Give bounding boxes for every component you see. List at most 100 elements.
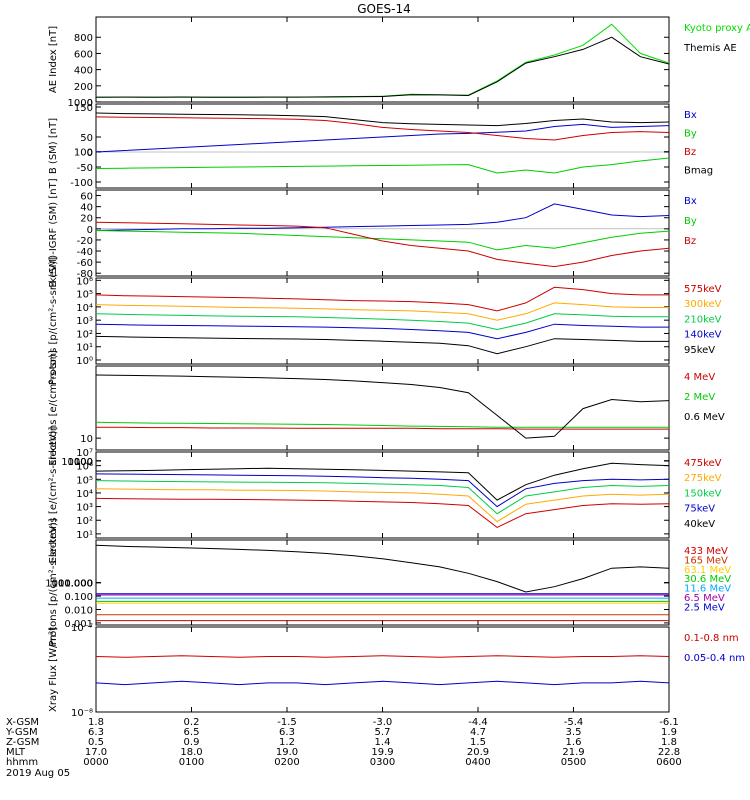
y-tick-label: 10⁻⁷ [71, 623, 93, 634]
ephemeris-value: 1.5 [470, 737, 486, 748]
ephemeris-value: 0300 [370, 757, 395, 768]
y-tick-label: -60 [77, 258, 93, 269]
y-tick-label: -100 [70, 178, 93, 189]
legend-entry: 140keV [684, 330, 722, 341]
legend-entry: 300keV [684, 299, 722, 310]
legend-entry: 95keV [684, 345, 715, 356]
y-axis-label: Protons [p/(cm²-s-sr-keV)] [48, 257, 59, 385]
legend-entry: 4 MeV [684, 372, 715, 383]
y-tick-label: 1000 [68, 457, 93, 468]
ephemeris-value: 6.5 [184, 727, 200, 738]
y-tick-label: 40 [80, 203, 93, 214]
legend-entry: 2 MeV [684, 392, 715, 403]
legend-entry: 40keV [684, 519, 715, 530]
ephemeris-value: 1.6 [566, 737, 582, 748]
ephemeris-value: -4.4 [468, 717, 488, 728]
ephemeris-value: 22.8 [658, 747, 680, 758]
legend-entry: By [684, 216, 697, 227]
series-line [95, 313, 669, 331]
legend-entry: 165 MeV [684, 555, 728, 566]
y-axis-label: B (SM)-IGRF (SM) [nT] [48, 178, 59, 287]
y-tick-label: 0.010 [64, 605, 93, 616]
legend-entry: Bx [684, 110, 697, 121]
ephemeris-row-label: Y-GSM [5, 727, 38, 738]
y-tick-label: 10³ [76, 503, 93, 514]
series-line [95, 473, 670, 508]
y-tick-label: 150 [74, 103, 93, 114]
y-tick-label: 1000 [68, 98, 93, 109]
panel-1: 0 200 400 600 800 1000 AE Index [nT] Kyoto prox… [48, 16, 750, 109]
ephemeris-value: 1.9 [661, 727, 677, 738]
ephemeris-value: 1.2 [279, 737, 295, 748]
series-line [95, 157, 670, 174]
legend-entry: Kyoto proxy AE [684, 23, 750, 34]
legend-entry: 275keV [684, 473, 722, 484]
panel-2: -100 -50 0 50 100 150 B (SM) [nT] Bx By Bz Bmag [48, 103, 713, 189]
ephemeris-value: 1.4 [375, 737, 391, 748]
legend-entry: 475keV [684, 458, 722, 469]
y-tick-label: 60 [80, 192, 93, 203]
y-tick-label: 10 [80, 434, 93, 445]
bottom-ephemeris-table: X-GSM 1.8 0.2 -1.5 -3.0 -4.4 -5.4 -6.1 Y-GSM 6.3 6… [5, 717, 682, 779]
y-tick-label: 10⁶ [76, 462, 93, 473]
panel-frame [95, 539, 670, 626]
series-line [95, 374, 670, 439]
legend-entry: Bmag [684, 166, 713, 177]
y-tick-label: 0 [87, 98, 93, 109]
panel-frame [95, 365, 670, 451]
ephemeris-value: 3.5 [566, 727, 582, 738]
y-tick-label: -50 [77, 163, 93, 174]
panel-frame [95, 103, 670, 189]
y-tick-label: 10⁴ [76, 303, 93, 314]
legend-entry: 433 MeV [684, 546, 728, 557]
ephemeris-value: 6.3 [279, 727, 295, 738]
y-tick-label: 10⁵ [76, 290, 93, 301]
panel-frame [95, 277, 670, 365]
panel-8: 10⁻⁸ 10⁻⁷ Xray Flux [W/m²] 0.1-0.8 nm 0.05-0… [48, 623, 745, 719]
series-line [95, 323, 669, 340]
y-tick-label: 20 [80, 214, 93, 225]
y-tick-label: 10¹ [76, 343, 93, 354]
y-tick-label: 10000 [61, 457, 93, 468]
panel-4: 10⁰ 10¹ 10² 10³ 10⁴ 10⁵ 10⁶ Protons [p/(cm²-s-s… [48, 257, 722, 385]
ephemeris-value: 0200 [274, 757, 299, 768]
series-line [95, 302, 669, 321]
ephemeris-value: 19.0 [276, 747, 298, 758]
y-tick-label: 10⁶ [76, 276, 93, 287]
series-line [95, 203, 670, 231]
y-axis-label: AE Index [nT] [48, 26, 59, 93]
legend-entry: 0.6 MeV [684, 412, 725, 423]
y-tick-label: 600 [74, 49, 93, 60]
ephemeris-value: 1.8 [88, 717, 104, 728]
legend-entry: 575keV [684, 284, 722, 295]
ephemeris-value: -3.0 [373, 717, 393, 728]
panel-frame [95, 189, 670, 277]
ephemeris-value: 0.5 [88, 737, 104, 748]
y-tick-label: -80 [77, 269, 93, 280]
series-line [95, 655, 670, 658]
y-tick-label: 100 [74, 457, 93, 468]
y-tick-label: 50 [80, 133, 93, 144]
y-tick-label: 10⁻⁸ [71, 708, 93, 719]
panel-6: 10¹ 10² 10³ 10⁴ 10⁵ 10⁶ 10⁷ Electrons [e/(cm²-s… [48, 426, 722, 563]
y-tick-label: 10³ [76, 316, 93, 327]
y-tick-label: 10.000 [58, 579, 93, 590]
y-tick-label: 0.001 [64, 619, 93, 630]
y-tick-label: 0 [87, 148, 93, 159]
ephemeris-value: 0.2 [184, 717, 200, 728]
ephemeris-value: 4.7 [470, 727, 486, 738]
series-line [95, 421, 669, 428]
series-line [95, 23, 670, 98]
ephemeris-value: 1.8 [661, 737, 677, 748]
y-tick-label: 10⁰ [76, 356, 93, 367]
y-axis-label: Protons [p/(cm²-s-sr-keV)] [48, 518, 59, 646]
y-tick-label: 10⁷ [76, 448, 93, 459]
ephemeris-value: 0600 [656, 757, 681, 768]
ephemeris-row-label: hhmm [6, 757, 38, 768]
y-tick-label: 800 [74, 33, 93, 44]
legend-entry: 6.5 MeV [684, 593, 725, 604]
y-tick-label: 100 [74, 148, 93, 159]
